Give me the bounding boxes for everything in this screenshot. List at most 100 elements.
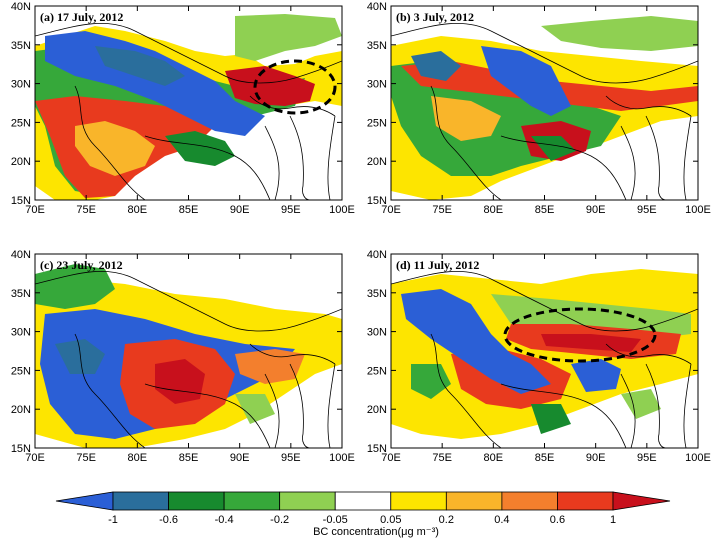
green-zone-northwest (35, 264, 115, 309)
lon-tick-label: 100E (329, 204, 355, 216)
lat-tick-label: 35N (367, 40, 387, 52)
colorbar-swatches (55, 491, 671, 511)
panel-title: (b) 3 July, 2012 (396, 10, 474, 24)
lat-tick-label: 15N (367, 443, 387, 455)
concentration-field (35, 14, 342, 200)
lon-tick-label: 80E (128, 452, 148, 464)
panel-title: (c) 23 July, 2012 (40, 258, 123, 272)
lon-tick-label: 90E (230, 452, 250, 464)
highlight-ellipse (503, 307, 657, 363)
lon-tick-label: 100E (685, 204, 711, 216)
colorbar-swatch (612, 491, 671, 511)
lat-tick-label: 40N (367, 249, 387, 261)
colorbar-label: 0.4 (494, 514, 509, 526)
blue-zone (45, 31, 265, 136)
colorbar-label: 0.05 (380, 514, 401, 526)
lon-tick-label: 95E (281, 452, 301, 464)
lat-ticks: 40N 35N 30N 25N 20N 15N (11, 249, 342, 455)
map-panel-b: (b) 3 July, 2012 70E 75E 80E 85E 90E 95E 100E … (367, 1, 711, 216)
blue-zone (481, 46, 571, 116)
blue-zone-east (571, 359, 621, 392)
country-borders (35, 22, 342, 200)
lon-tick-label: 80E (484, 452, 504, 464)
panel-title: (d) 11 July, 2012 (396, 258, 479, 272)
darkgreen-zone (531, 404, 571, 434)
lon-tick-label: 90E (586, 452, 606, 464)
map-panel-c: (c) 23 July, 2012 70E 75E 80E 85E 90E 95E 100E… (11, 249, 355, 464)
darkgreen-zone (531, 136, 576, 161)
lon-tick-label: 95E (637, 452, 657, 464)
lat-tick-label: 25N (367, 365, 387, 377)
lat-ticks: 40N 35N 30N 25N 20N 15N (367, 249, 698, 455)
colorbar-swatch (557, 491, 614, 511)
lon-tick-label: 100E (685, 452, 711, 464)
lon-ticks: 70E 75E 80E 85E 90E 95E 100E (381, 254, 711, 464)
colorbar-swatch (501, 491, 558, 511)
lat-tick-label: 20N (11, 404, 31, 416)
darkblue-zone (411, 51, 461, 81)
colorbar-swatch (168, 491, 225, 511)
colorbar: -1 -0.6 -0.4 -0.2 -0.05 0.05 0.2 0.4 0.6 1 BC con… (55, 491, 671, 538)
lon-tick-label: 70E (25, 452, 45, 464)
lon-tick-label: 95E (281, 204, 301, 216)
darkblue-zone (55, 339, 105, 374)
lon-tick-label: 100E (329, 452, 355, 464)
lat-tick-label: 25N (367, 117, 387, 129)
darkred-zone (541, 334, 641, 352)
lat-ticks: 40N 35N 30N 25N 20N 15N (11, 1, 342, 207)
lat-tick-label: 20N (11, 156, 31, 168)
colorbar-label: 1 (610, 514, 616, 526)
colorbar-label: -0.2 (270, 514, 289, 526)
colorbar-title: BC concentration(μg m⁻³) (313, 526, 439, 538)
lon-tick-label: 85E (535, 204, 555, 216)
lat-tick-label: 25N (11, 365, 31, 377)
green-zone (411, 364, 451, 399)
blue-zone (401, 289, 551, 394)
concentration-field (35, 264, 342, 448)
colorbar-swatch (112, 491, 169, 511)
orange-zone (431, 96, 501, 141)
colorbar-label: 0.6 (550, 514, 565, 526)
colorbar-labels: -1 -0.6 -0.4 -0.2 -0.05 0.05 0.2 0.4 0.6 1 (108, 514, 616, 526)
orange-zone (75, 121, 155, 176)
darkgreen-zone (165, 131, 235, 166)
darkred-zone-northeast (225, 66, 315, 106)
lon-tick-label: 70E (381, 204, 401, 216)
country-borders (391, 22, 698, 200)
lat-tick-label: 20N (367, 156, 387, 168)
lat-tick-label: 20N (367, 404, 387, 416)
lat-tick-label: 30N (11, 79, 31, 91)
map-panel-a: (a) 17 July, 2012 70E 75E 80E 85E 90E 95E 100E… (11, 1, 355, 216)
lat-tick-label: 15N (11, 195, 31, 207)
lat-tick-label: 30N (367, 79, 387, 91)
colorbar-label: -0.05 (323, 514, 348, 526)
lat-tick-label: 30N (11, 327, 31, 339)
lat-tick-label: 35N (11, 288, 31, 300)
highlight-ellipse (253, 59, 337, 115)
darkorange-zone (235, 349, 305, 384)
lon-tick-label: 75E (76, 204, 96, 216)
country-borders (35, 270, 342, 448)
lightgreen-zone (235, 394, 275, 424)
lat-tick-label: 15N (11, 443, 31, 455)
lon-tick-label: 85E (179, 204, 199, 216)
concentration-field (391, 269, 698, 439)
colorbar-swatch (334, 491, 392, 511)
lon-tick-label: 75E (432, 204, 452, 216)
lat-tick-label: 40N (11, 249, 31, 261)
lon-tick-label: 70E (381, 452, 401, 464)
lon-tick-label: 70E (25, 204, 45, 216)
lon-ticks: 70E 75E 80E 85E 90E 95E 100E (25, 254, 355, 464)
colorbar-label: -0.4 (215, 514, 234, 526)
lon-tick-label: 90E (586, 204, 606, 216)
lightgreen-zone (541, 16, 698, 51)
colorbar-label: -1 (108, 514, 118, 526)
panel-title: (a) 17 July, 2012 (40, 10, 123, 24)
lightgreen-zone (235, 14, 342, 61)
lat-tick-label: 30N (367, 327, 387, 339)
lon-ticks: 70E 75E 80E 85E 90E 95E 100E (25, 6, 355, 216)
country-borders (391, 270, 698, 448)
colorbar-swatch (55, 491, 114, 511)
lat-ticks: 40N 35N 30N 25N 20N 15N (367, 1, 698, 207)
